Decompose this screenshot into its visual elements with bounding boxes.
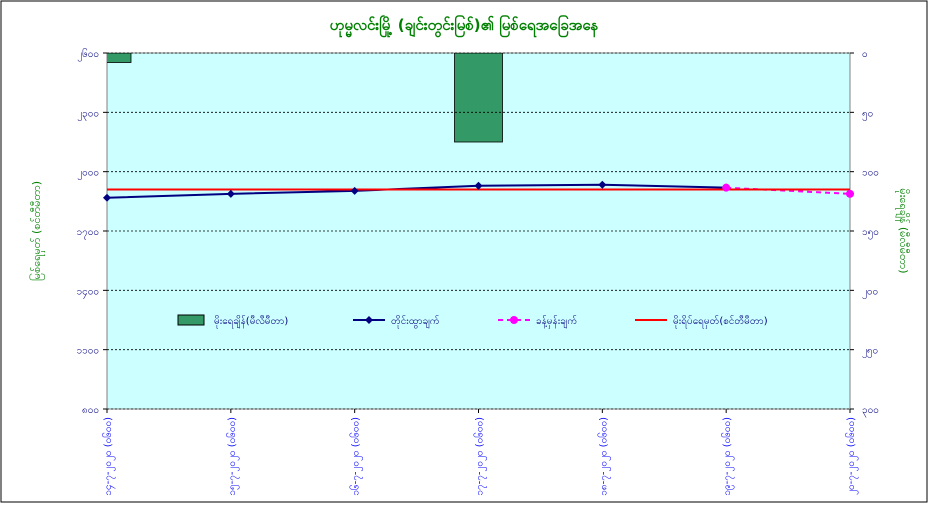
x-tick-label: ၁၉-၇-၂၀၂၀ (၀၆၀၀) xyxy=(720,417,735,496)
plot xyxy=(107,53,850,199)
y2-tick-label: ၁၅၀ xyxy=(862,227,879,240)
legend-marker xyxy=(510,316,518,324)
legend-swatch xyxy=(177,314,205,326)
y-tick-label: ၂၆၀၀ xyxy=(77,47,99,62)
series-line xyxy=(107,183,727,199)
x-tick-label: ၁၆-၇-၂၀၂၀ (၀၆၀၀) xyxy=(349,417,364,496)
legend-label: တိုင်းထွာချက် xyxy=(391,314,440,329)
y2-tick-label: ၂၀၀ xyxy=(862,286,878,299)
legend-label: မိုးရေချိန်(မီလီမီတာ) xyxy=(214,314,288,329)
x-tick-label: ၁၅-၇-၂၀၂၀ (၀၆၀၀) xyxy=(225,417,240,496)
y2-axis-title: မိုးရေချိန် (မီလီမီတာ) xyxy=(895,188,910,273)
y-tick-label: ၁၁၀၀ xyxy=(77,346,100,357)
bar xyxy=(107,53,132,63)
bar xyxy=(454,53,503,143)
marker xyxy=(722,183,731,192)
marker xyxy=(598,180,607,189)
legend-label: မိုးရိပ်ရေမှတ်(စင်တီမီတာ) xyxy=(673,314,768,329)
y-tick-label: ၂၀၀၀ xyxy=(77,168,99,181)
marker xyxy=(846,189,854,198)
x-tick-label: ၂၀-၇-၂၀၂၀ (၀၆၀၀) xyxy=(844,417,859,495)
overlay: ၈၀၀ ၁၁၀၀ ၁၄၀၀ ၁၇၀၀ ၂၀၀၀ ၂၃၀၀ ၂၆၀၀ ၀၅၀၁၀၀၁၅၀၂၀၀၂… xyxy=(77,47,879,496)
y-axis-title: မြစ်ရေမှတ် (စင်တီမီတာ) xyxy=(29,181,45,281)
x-tick-label: ၁၇-၇-၂၀၂၀ (၀၆၀၀) xyxy=(473,417,488,496)
x-tick-label: ၁၈-၇-၂၀၂၀ (၀၆၀၀) xyxy=(596,417,611,496)
marker xyxy=(474,181,483,190)
y2-tick-label: ၀ xyxy=(862,49,868,60)
marker xyxy=(103,193,111,202)
marker xyxy=(350,186,359,195)
y-tick-label: ၁၇၀၀ xyxy=(77,227,100,240)
legend-label: ခန့်မှန်းချက် xyxy=(536,314,577,329)
y2-tick-label: ၅၀ xyxy=(862,108,873,121)
marker xyxy=(226,189,235,198)
y2-tick-label: ၂၅၀ xyxy=(862,346,878,359)
y-tick-label: ၈၀၀ xyxy=(82,405,99,416)
y2-tick-label: ၃၀၀ xyxy=(862,405,879,418)
y2-tick-label: ၁၀၀ xyxy=(862,168,879,179)
x-tick-label: ၁၄-၇-၂၀၂၀ (၀၆၀၀) xyxy=(101,417,116,496)
legend-marker xyxy=(365,316,373,324)
y-tick-label: ၂၃၀၀ xyxy=(77,108,99,121)
y-tick-label: ၁၄၀၀ xyxy=(77,286,100,299)
